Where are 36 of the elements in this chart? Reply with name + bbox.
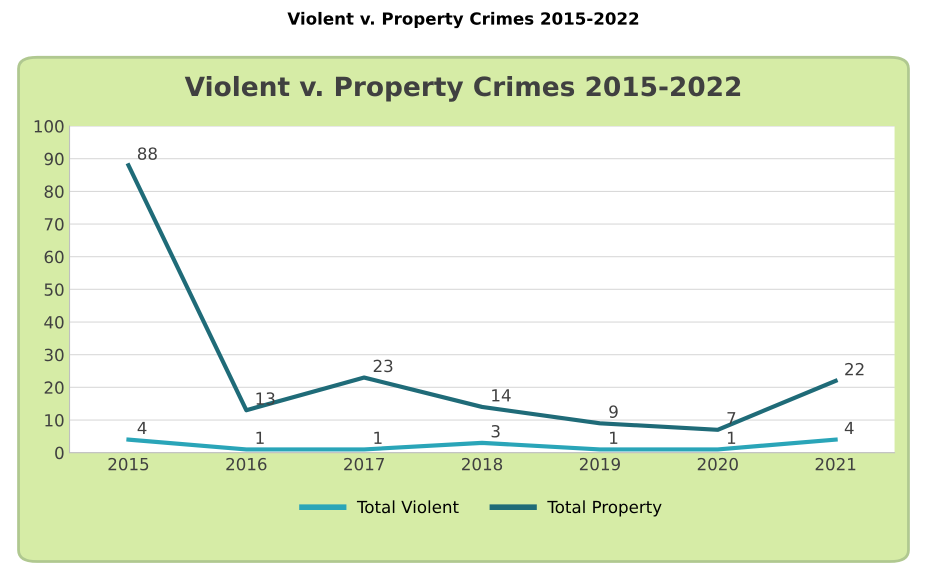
data-label: 4 <box>138 422 146 434</box>
y-tick-label: 90 <box>44 152 64 166</box>
x-tick-label: 2020 <box>698 458 738 470</box>
x-tick-label: 2019 <box>580 458 620 470</box>
data-label: 1 <box>610 432 618 444</box>
legend-label: Total Violent <box>356 500 459 514</box>
data-label: 1 <box>374 432 382 444</box>
y-tick-label: 20 <box>44 381 64 394</box>
data-label: 7 <box>727 412 736 424</box>
y-tick-label: 50 <box>44 283 64 296</box>
x-tick-label: 2017 <box>344 458 384 470</box>
data-label: 22 <box>845 362 864 376</box>
legend-label: Total Property <box>547 500 662 516</box>
x-tick-label: 2015 <box>108 458 148 470</box>
data-label: 14 <box>492 389 511 402</box>
x-tick-label: 2016 <box>226 458 266 470</box>
y-tick-label: 70 <box>44 218 64 231</box>
data-label: 88 <box>138 147 157 160</box>
text: Violent v. Property Crimes 2015-2022 <box>287 12 638 28</box>
data-label: 23 <box>374 360 392 372</box>
x-tick-label: 2021 <box>816 458 856 470</box>
chart-title: Violent v. Property Crimes 2015-2022 <box>184 76 740 102</box>
data-label: 9 <box>609 405 618 418</box>
y-tick-label: 30 <box>44 348 64 362</box>
y-tick-label: 10 <box>45 414 64 427</box>
y-tick-label: 40 <box>44 316 64 329</box>
data-label: 1 <box>256 432 264 444</box>
y-tick-label: 100 <box>34 120 64 133</box>
data-label: 13 <box>256 392 275 405</box>
data-label: 1 <box>728 432 736 444</box>
y-tick-label: 80 <box>44 185 64 198</box>
data-label: 3 <box>492 424 500 438</box>
data-label: 4 <box>844 422 854 434</box>
x-tick-label: 2018 <box>462 458 502 470</box>
y-tick-label: 0 <box>55 446 64 460</box>
y-tick-label: 60 <box>44 250 64 264</box>
